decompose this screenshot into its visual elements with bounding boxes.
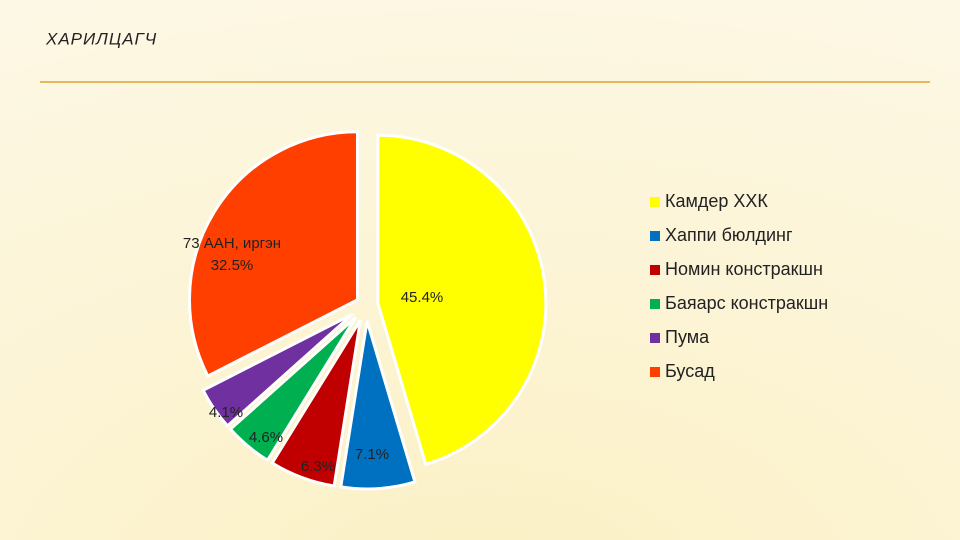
legend-label: Баяарс констракшн (665, 293, 828, 313)
pie-slice (339, 320, 417, 491)
data-label: 4.1% (209, 404, 243, 421)
legend-label: Номин констракшн (665, 259, 823, 279)
data-label: 6.3% (301, 458, 335, 475)
legend-swatch (650, 333, 660, 343)
legend-swatch (650, 367, 660, 377)
pie-slice (270, 319, 362, 488)
legend-swatch (650, 299, 660, 309)
data-label: 32.5% (211, 257, 254, 274)
pie-slice (188, 130, 359, 379)
slide-title: ХАРИЛЦАГЧ (45, 29, 157, 48)
legend-swatch (650, 197, 660, 207)
pie-slice (228, 316, 358, 463)
legend-swatch (650, 265, 660, 275)
legend-label: Камдер ХХК (665, 191, 768, 211)
data-label: 7.1% (355, 446, 389, 463)
legend-label: Пума (665, 327, 710, 347)
legend-label: Хаппи бюлдинг (665, 225, 793, 245)
annotation: 73 ААН, иргэн (183, 235, 281, 252)
legend-swatch (650, 231, 660, 241)
legend-label: Бусад (665, 361, 715, 381)
pie-slice (201, 312, 354, 429)
data-label: 45.4% (401, 289, 444, 306)
pie-slice (376, 133, 548, 467)
data-label: 4.6% (249, 429, 283, 446)
